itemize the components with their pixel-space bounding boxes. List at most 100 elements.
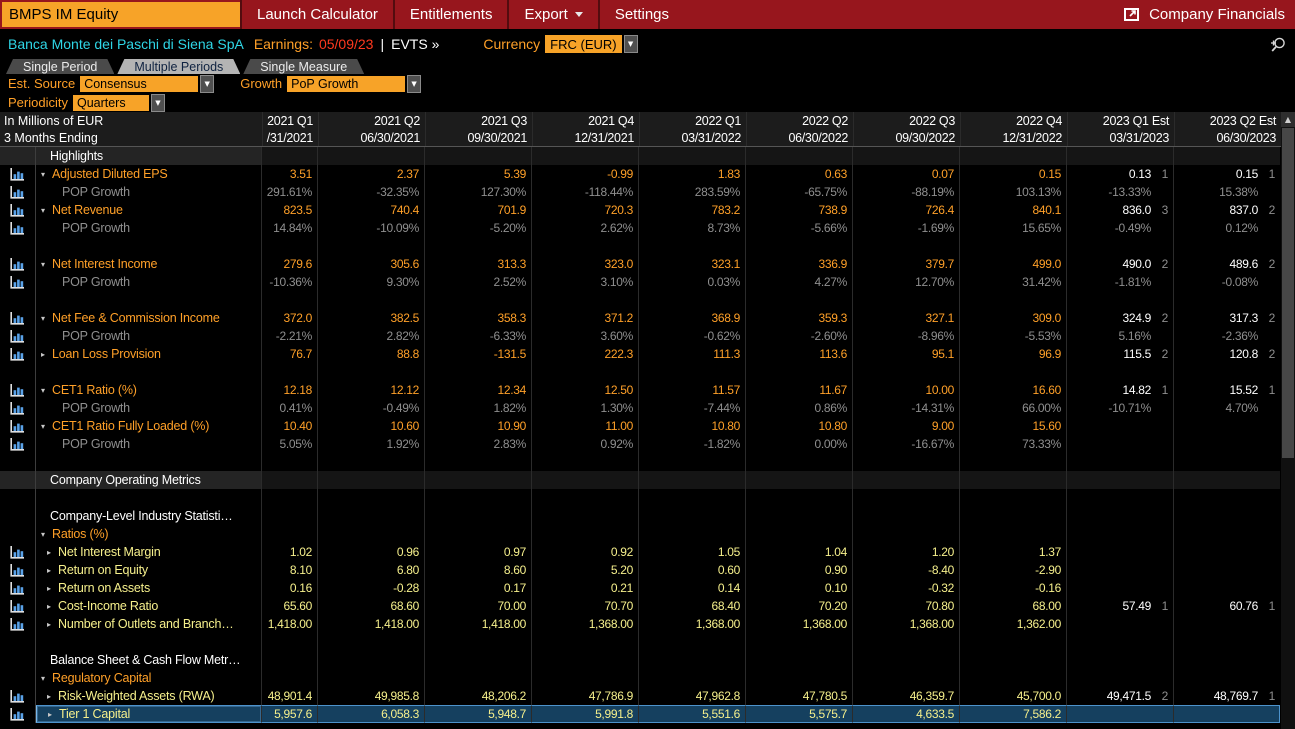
cell-value[interactable]: 10.80 (638, 417, 745, 435)
cell-value[interactable]: 70.80 (852, 597, 959, 615)
cell-value[interactable]: -8.40 (852, 561, 959, 579)
cell-value[interactable]: 3.60% (531, 327, 638, 345)
cell-value[interactable]: 0.07 (852, 165, 959, 183)
cell-value[interactable]: 95.1 (852, 345, 959, 363)
cell-value[interactable]: 1.30% (531, 399, 638, 417)
cell-value[interactable]: -1.82% (638, 435, 745, 453)
expand-arrow-icon[interactable]: ▸ (47, 583, 51, 593)
cell-value[interactable]: 48,769.7 1 (1173, 687, 1280, 705)
chart-icon[interactable] (0, 615, 36, 633)
cell-value[interactable]: 740.4 (317, 201, 424, 219)
cell-value[interactable]: -88.19% (852, 183, 959, 201)
cell-value[interactable]: 372.0 (261, 309, 317, 327)
cell-value[interactable]: 1.02 (261, 543, 317, 561)
cell-value[interactable]: 12.12 (317, 381, 424, 399)
row-label[interactable]: ▾ CET1 Ratio (%) (36, 381, 261, 399)
row-label[interactable]: ▾ Ratios (%) (36, 525, 261, 543)
expand-arrow-icon[interactable]: ▸ (47, 619, 51, 629)
cell-value[interactable]: 840.1 (959, 201, 1066, 219)
cell-value[interactable]: 96.9 (959, 345, 1066, 363)
row-label[interactable]: ▸ Net Interest Margin (36, 543, 261, 561)
column-header-quarter[interactable]: 2021 Q4 (532, 112, 639, 129)
row-label[interactable]: POP Growth (36, 435, 261, 453)
row-label[interactable]: ▾ Adjusted Diluted EPS (36, 165, 261, 183)
column-header-quarter[interactable]: 2022 Q4 (960, 112, 1067, 129)
table-row[interactable]: POP Growth -10.36% 9.30% 2.52% 3.10% 0.03% 4.2… (0, 273, 1295, 291)
cell-value[interactable]: 57.49 1 (1066, 597, 1173, 615)
cell-value[interactable]: 1,418.00 (424, 615, 531, 633)
cell-value[interactable]: 14.84% (261, 219, 317, 237)
menu-launch-calculator[interactable]: Launch Calculator (240, 0, 393, 29)
cell-value[interactable]: 45,700.0 (959, 687, 1066, 705)
section-row[interactable]: Highlights (0, 147, 1295, 165)
cell-value[interactable]: -0.99 (531, 165, 638, 183)
cell-value[interactable]: -7.44% (638, 399, 745, 417)
cell-value[interactable]: 823.5 (261, 201, 317, 219)
collapse-arrow-icon[interactable]: ▾ (41, 529, 45, 539)
cell-value[interactable]: -0.49% (317, 399, 424, 417)
column-header-date[interactable]: 03/31/2023 (1067, 129, 1174, 146)
chart-icon[interactable] (0, 399, 36, 417)
column-header-quarter[interactable]: 2023 Q2 Est (1174, 112, 1281, 129)
row-label[interactable]: ▸ Return on Assets (36, 579, 261, 597)
row-label[interactable]: ▸ Return on Equity (36, 561, 261, 579)
expand-arrow-icon[interactable]: ▸ (47, 565, 51, 575)
cell-value[interactable]: 0.13 1 (1066, 165, 1173, 183)
cell-value[interactable]: 70.70 (531, 597, 638, 615)
cell-value[interactable]: 0.97 (424, 543, 531, 561)
cell-value[interactable]: 10.80 (745, 417, 852, 435)
scroll-up-arrow-icon[interactable]: ▲ (1281, 112, 1295, 127)
row-label[interactable]: Company-Level Industry Statisti… (36, 507, 261, 525)
cell-value[interactable]: 0.00% (745, 435, 852, 453)
chart-icon[interactable] (0, 309, 36, 327)
row-label[interactable]: ▸ Tier 1 Capital (36, 705, 261, 723)
cell-value[interactable]: 0.86% (745, 399, 852, 417)
table-row[interactable]: POP Growth 0.41% -0.49% 1.82% 1.30% -7.44% 0.8… (0, 399, 1295, 417)
chart-icon[interactable] (0, 255, 36, 273)
row-label[interactable]: ▾ Net Interest Income (36, 255, 261, 273)
cell-value[interactable]: -5.66% (745, 219, 852, 237)
table-row[interactable]: ▾ Regulatory Capital (0, 669, 1295, 687)
cell-value[interactable]: 0.17 (424, 579, 531, 597)
cell-value[interactable]: 701.9 (424, 201, 531, 219)
cell-value[interactable]: 5,575.7 (745, 705, 852, 723)
est-source-select[interactable]: Consensus (80, 75, 199, 92)
column-header-date[interactable]: 12/31/2022 (960, 129, 1067, 146)
currency-dropdown-arrow-icon[interactable]: ▼ (623, 35, 638, 53)
cell-value[interactable]: 103.13% (959, 183, 1066, 201)
cell-value[interactable]: -14.31% (852, 399, 959, 417)
cell-value[interactable]: 111.3 (638, 345, 745, 363)
expand-arrow-icon[interactable]: ▸ (47, 547, 51, 557)
cell-value[interactable]: 4,633.5 (852, 705, 959, 723)
row-label[interactable]: ▸ Cost-Income Ratio (36, 597, 261, 615)
column-header-quarter[interactable]: 2021 Q2 (318, 112, 425, 129)
cell-value[interactable]: 66.00% (959, 399, 1066, 417)
collapse-arrow-icon[interactable]: ▾ (41, 205, 45, 215)
cell-value[interactable]: 0.96 (317, 543, 424, 561)
cell-value[interactable]: -2.90 (959, 561, 1066, 579)
vertical-scrollbar[interactable]: ▲ (1281, 112, 1295, 729)
cell-value[interactable]: 70.00 (424, 597, 531, 615)
row-label[interactable]: ▾ Net Fee & Commission Income (36, 309, 261, 327)
expand-arrow-icon[interactable]: ▸ (47, 691, 51, 701)
cell-value[interactable]: 2.52% (424, 273, 531, 291)
cell-value[interactable]: 222.3 (531, 345, 638, 363)
cell-value[interactable]: 9.30% (317, 273, 424, 291)
cell-value[interactable]: 12.70% (852, 273, 959, 291)
cell-value[interactable]: 1.20 (852, 543, 959, 561)
cell-value[interactable]: 11.67 (745, 381, 852, 399)
row-label[interactable]: Company Operating Metrics (36, 471, 261, 489)
cell-value[interactable]: 0.92% (531, 435, 638, 453)
collapse-arrow-icon[interactable]: ▾ (41, 673, 45, 683)
column-header-quarter[interactable]: 2022 Q2 (746, 112, 853, 129)
column-header-quarter[interactable]: 2021 Q1 (262, 112, 318, 129)
table-row[interactable]: ▾ Adjusted Diluted EPS 3.51 2.37 5.39 -0.99 1.… (0, 165, 1295, 183)
cell-value[interactable]: 5,551.6 (638, 705, 745, 723)
cell-value[interactable]: 5,948.7 (424, 705, 531, 723)
chart-icon[interactable] (0, 705, 36, 723)
periodicity-dropdown-arrow-icon[interactable]: ▼ (150, 93, 165, 112)
cell-value[interactable]: 127.30% (424, 183, 531, 201)
cell-value[interactable]: -118.44% (531, 183, 638, 201)
cell-value[interactable]: 0.03% (638, 273, 745, 291)
cell-value[interactable]: 47,786.9 (531, 687, 638, 705)
